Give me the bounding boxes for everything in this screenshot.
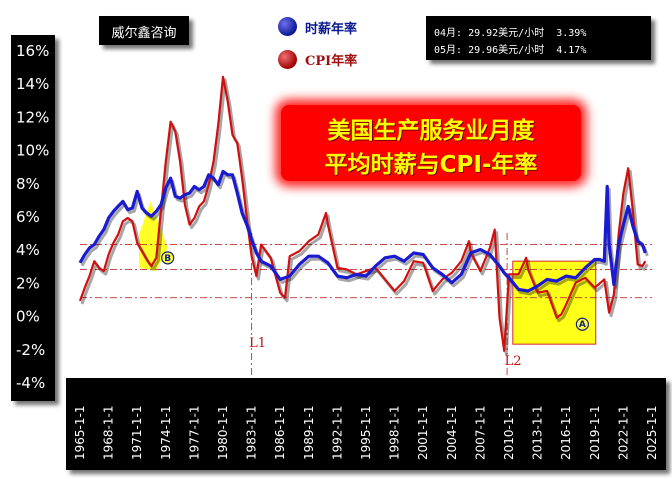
y-tick-label: 2% xyxy=(16,274,40,292)
legend-cpi-marker xyxy=(278,50,297,69)
y-tick-label: 6% xyxy=(16,208,40,226)
x-tick-label: 1989-1-1 xyxy=(302,406,316,460)
x-tick-label: 2025-1-1 xyxy=(645,406,659,460)
y-axis-panel xyxy=(11,35,55,401)
y-tick-label: 8% xyxy=(16,175,40,193)
annotation-marker-a xyxy=(575,317,590,331)
x-tick-label: 2022-1-1 xyxy=(616,406,630,460)
x-tick-label: 2010-1-1 xyxy=(502,406,516,460)
legend-cpi-label: CPI年率 xyxy=(305,54,358,69)
highlight-region-b xyxy=(139,201,168,272)
x-tick-label: 1998-1-1 xyxy=(388,406,402,460)
x-tick-label: 1965-1-1 xyxy=(73,406,87,460)
x-tick-label: 2001-1-1 xyxy=(416,406,430,460)
series-cpi-shadow xyxy=(80,78,649,356)
x-tick-label: 1992-1-1 xyxy=(330,406,344,460)
x-tick-label: 2007-1-1 xyxy=(473,406,487,460)
y-tick-label: -4% xyxy=(16,374,45,392)
series-wage-line xyxy=(78,169,647,293)
x-tick-label: 1983-1-1 xyxy=(245,406,259,460)
info-line-may: 05月: 29.96美元/小时 4.17% xyxy=(434,45,587,56)
info-box: 04月: 29.92美元/小时 3.39% 05月: 29.96美元/小时 4.… xyxy=(426,16,651,60)
annotation-marker-label-a: A xyxy=(579,320,586,330)
chart-title-box: 美国生产服务业月度 平均时薪与CPI-年率 xyxy=(281,105,581,181)
legend-wage-label: 时薪年率 xyxy=(305,22,358,37)
chart-title-line-2: 平均时薪与CPI-年率 xyxy=(324,152,538,178)
reference-line-label-l1: L1 xyxy=(249,336,266,351)
series-cpi-line xyxy=(78,75,647,352)
y-tick-label: 12% xyxy=(16,108,49,126)
y-tick-label: 4% xyxy=(16,241,40,259)
x-tick-label: 2019-1-1 xyxy=(588,406,602,460)
x-tick-label: 1980-1-1 xyxy=(216,406,230,460)
x-tick-label: 1974-1-1 xyxy=(159,406,173,460)
x-tick-label: 2013-1-1 xyxy=(531,406,545,460)
x-tick-label: 1986-1-1 xyxy=(273,406,287,460)
brand-badge: 威尔鑫咨询 xyxy=(99,16,189,45)
y-tick-label: 0% xyxy=(16,308,40,326)
y-tick-label: 10% xyxy=(16,142,49,160)
x-tick-label: 1995-1-1 xyxy=(359,406,373,460)
y-tick-label: -2% xyxy=(16,341,45,359)
annotation-marker-b xyxy=(161,251,175,265)
x-tick-label: 1968-1-1 xyxy=(102,406,116,460)
annotation-marker-label-b: B xyxy=(164,254,171,264)
chart-title-line-1: 美国生产服务业月度 xyxy=(327,118,535,144)
x-tick-label: 1977-1-1 xyxy=(187,406,201,460)
info-line-april: 04月: 29.92美元/小时 3.39% xyxy=(434,28,587,39)
reference-line-label-l2: L2 xyxy=(505,354,522,369)
legend-wage-marker xyxy=(278,17,297,36)
x-tick-label: 2016-1-1 xyxy=(559,406,573,460)
y-tick-label: 14% xyxy=(16,75,49,93)
x-tick-label: 2004-1-1 xyxy=(445,406,459,460)
brand-text: 威尔鑫咨询 xyxy=(111,26,177,41)
x-tick-label: 1971-1-1 xyxy=(130,406,144,460)
y-tick-label: 16% xyxy=(16,42,49,60)
x-axis-panel xyxy=(66,378,666,470)
